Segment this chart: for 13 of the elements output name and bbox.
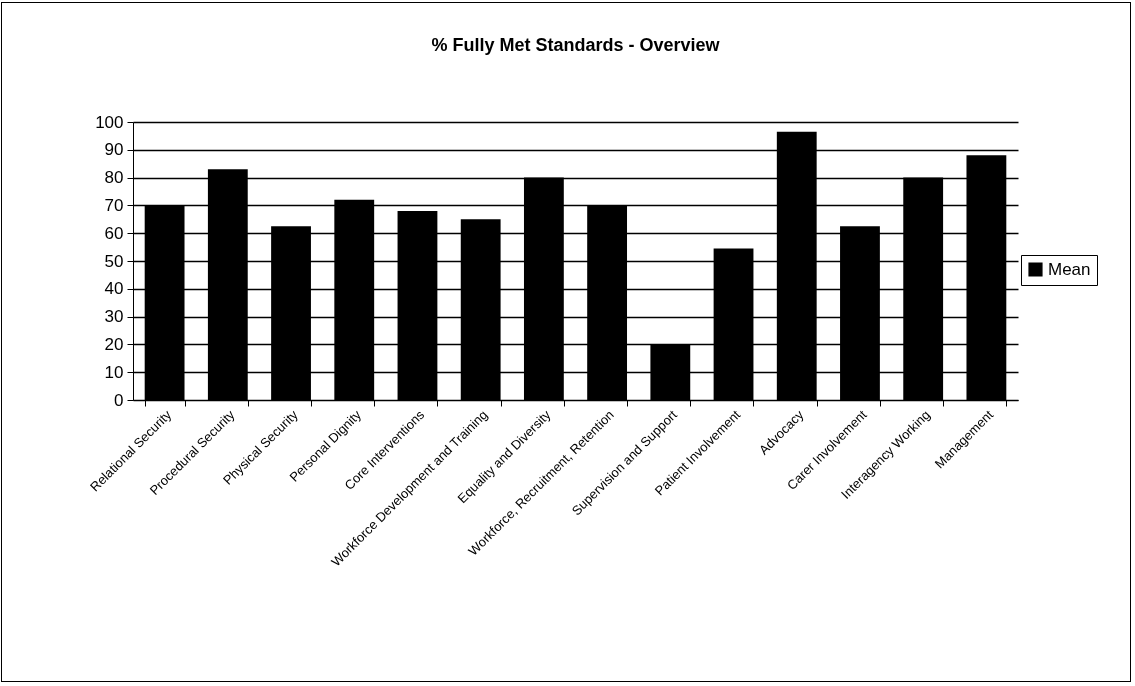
y-tick-label: 70 [104, 195, 124, 215]
y-tick-label: 50 [104, 251, 124, 271]
y-tick-label: 10 [104, 362, 124, 382]
y-tick-label: 30 [104, 307, 124, 327]
y-tick-label: 20 [104, 334, 124, 354]
y-tick-label: 40 [104, 279, 124, 299]
legend-label: Mean [1048, 259, 1091, 279]
y-tick-label: 90 [104, 140, 124, 160]
y-tick-label: 60 [104, 223, 124, 243]
y-tick-label: 100 [95, 112, 124, 132]
chart-title: % Fully Met Standards - Overview [431, 35, 721, 55]
y-tick-label: 0 [114, 390, 124, 410]
y-tick-label: 80 [104, 168, 124, 188]
